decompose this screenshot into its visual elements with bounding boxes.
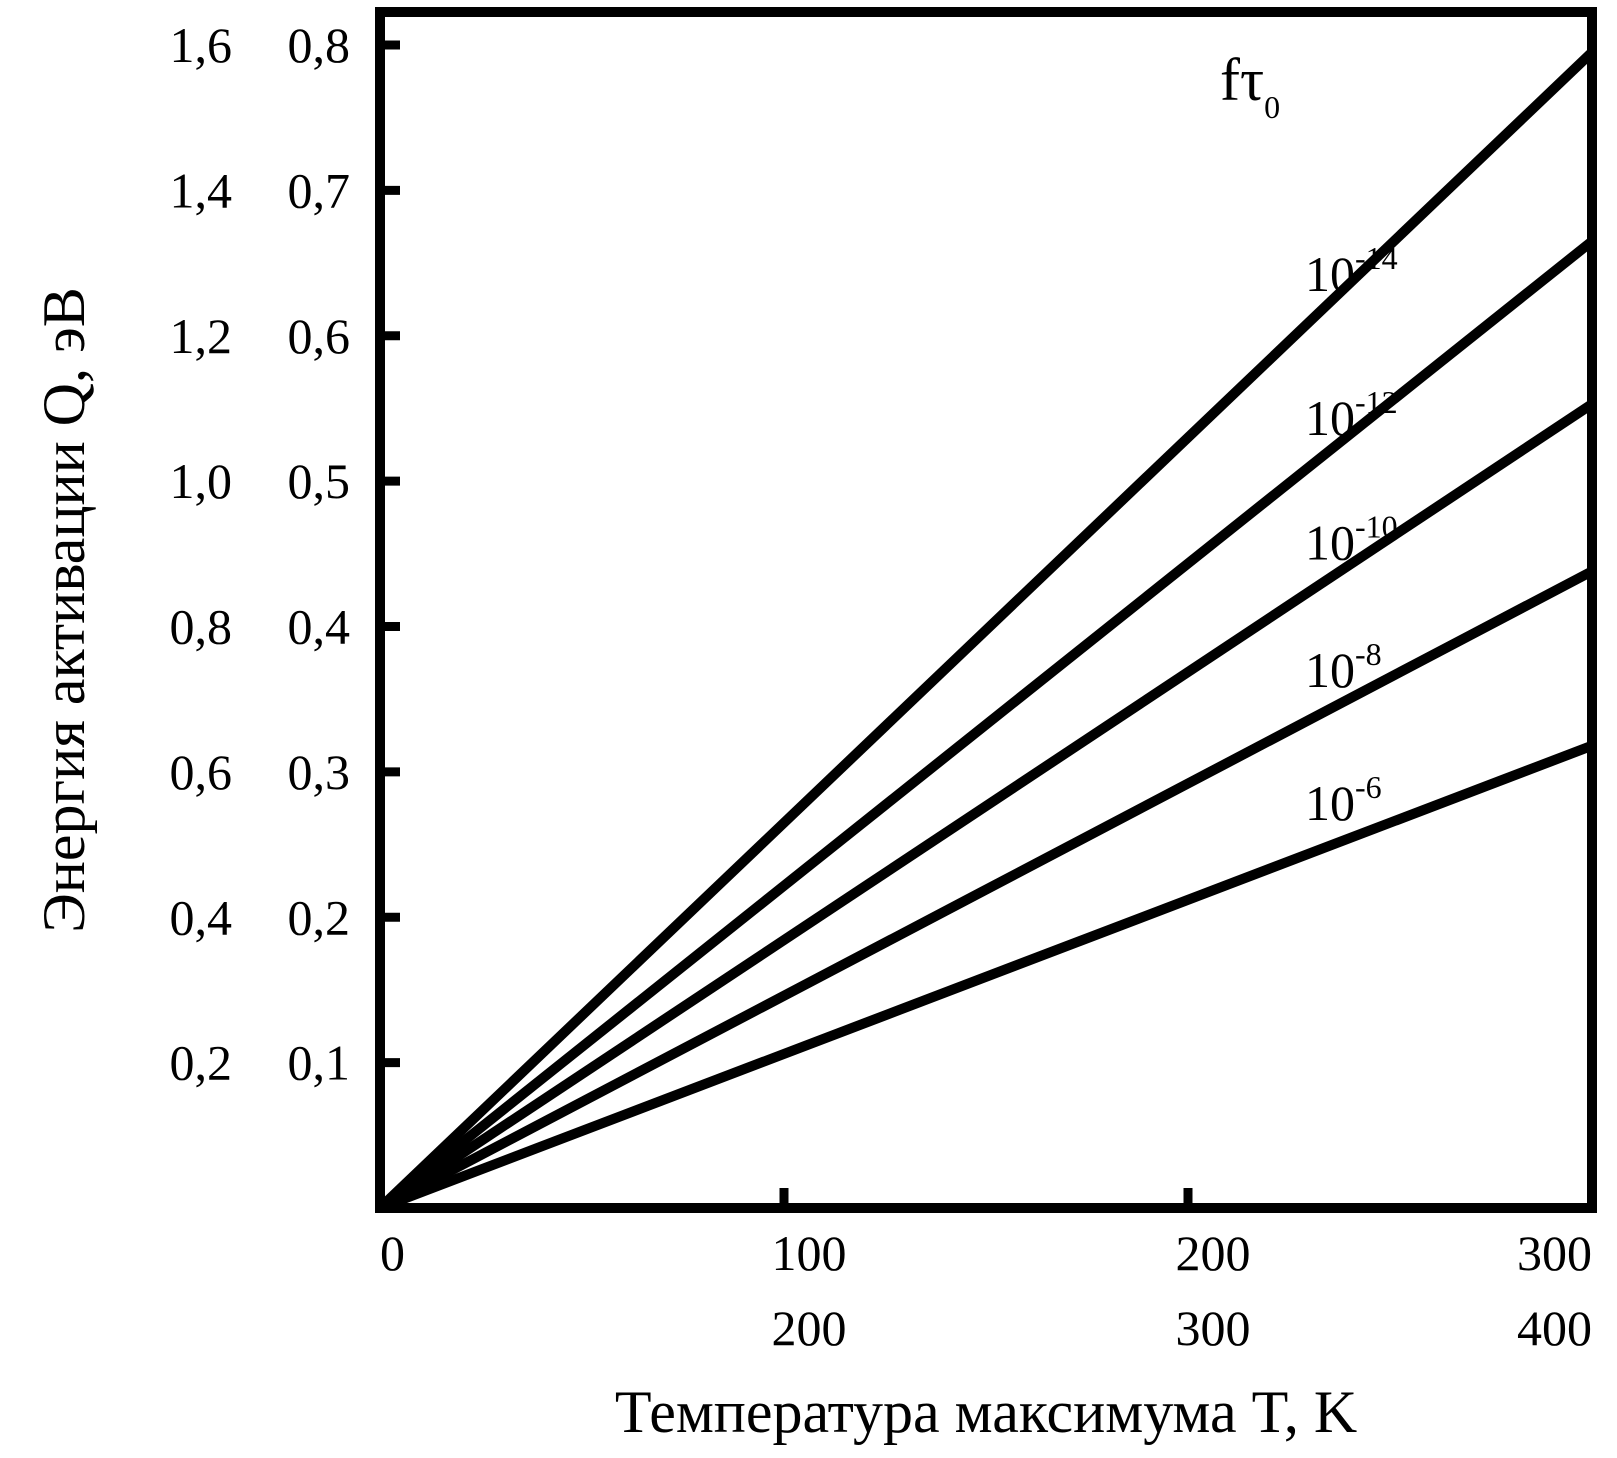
x-axis-label: Температура максимума T, K xyxy=(615,1379,1357,1445)
y-tick-label-outer: 0,4 xyxy=(170,889,233,945)
x-tick-label-row1: 100 xyxy=(772,1225,847,1281)
x-tick-label-row1: 300 xyxy=(1517,1225,1592,1281)
y-tick-label-inner: 0,3 xyxy=(288,744,351,800)
legend-title: fτ0 xyxy=(1220,47,1280,125)
series-label: 10-14 xyxy=(1305,240,1398,302)
x-tick-label-row2: 200 xyxy=(772,1300,847,1356)
y-axis-label: Энергия активации Q, эВ xyxy=(31,287,97,933)
series-label: 10-10 xyxy=(1305,508,1398,570)
x-tick-label-row1: 200 xyxy=(1176,1225,1251,1281)
series-line xyxy=(378,741,1594,1213)
series-label: 10-12 xyxy=(1305,384,1398,446)
series-lines xyxy=(376,48,1596,1213)
y-tick-label-outer: 0,6 xyxy=(170,744,233,800)
series-label: 10-6 xyxy=(1305,769,1382,831)
y-tick-label-outer: 1,2 xyxy=(170,308,233,364)
series-line xyxy=(377,399,1595,1213)
axis-ticks xyxy=(380,40,1193,1208)
series-line xyxy=(376,48,1596,1212)
y-tick-label-inner: 0,1 xyxy=(288,1035,351,1091)
y-tick-label-inner: 0,6 xyxy=(288,308,351,364)
x-tick-label-row2: 300 xyxy=(1176,1300,1251,1356)
y-tick-label-inner: 0,7 xyxy=(288,162,351,218)
y-tick-label-outer: 1,0 xyxy=(170,453,233,509)
x-tick-label-row1: 0 xyxy=(380,1225,405,1281)
series-line xyxy=(377,566,1595,1213)
y-tick-label-inner: 0,2 xyxy=(288,889,351,945)
y-tick-label-outer: 0,2 xyxy=(170,1035,233,1091)
tick-labels: 0,1 0,2 0,2 0,4 0,3 0,6 0,4 0,8 0,5 1,0 0,6 1,2 0,7 1… xyxy=(170,17,1593,1356)
plot-frame xyxy=(375,7,1597,1213)
series-label: 10-8 xyxy=(1305,636,1382,698)
y-tick-label-inner: 0,4 xyxy=(288,599,351,655)
x-tick-label-row2: 400 xyxy=(1517,1300,1592,1356)
series-line xyxy=(376,237,1596,1212)
y-tick-label-outer: 1,6 xyxy=(170,17,233,73)
y-tick-label-outer: 1,4 xyxy=(170,162,233,218)
y-tick-label-inner: 0,8 xyxy=(288,17,351,73)
y-tick-label-outer: 0,8 xyxy=(170,599,233,655)
y-tick-label-inner: 0,5 xyxy=(288,453,351,509)
